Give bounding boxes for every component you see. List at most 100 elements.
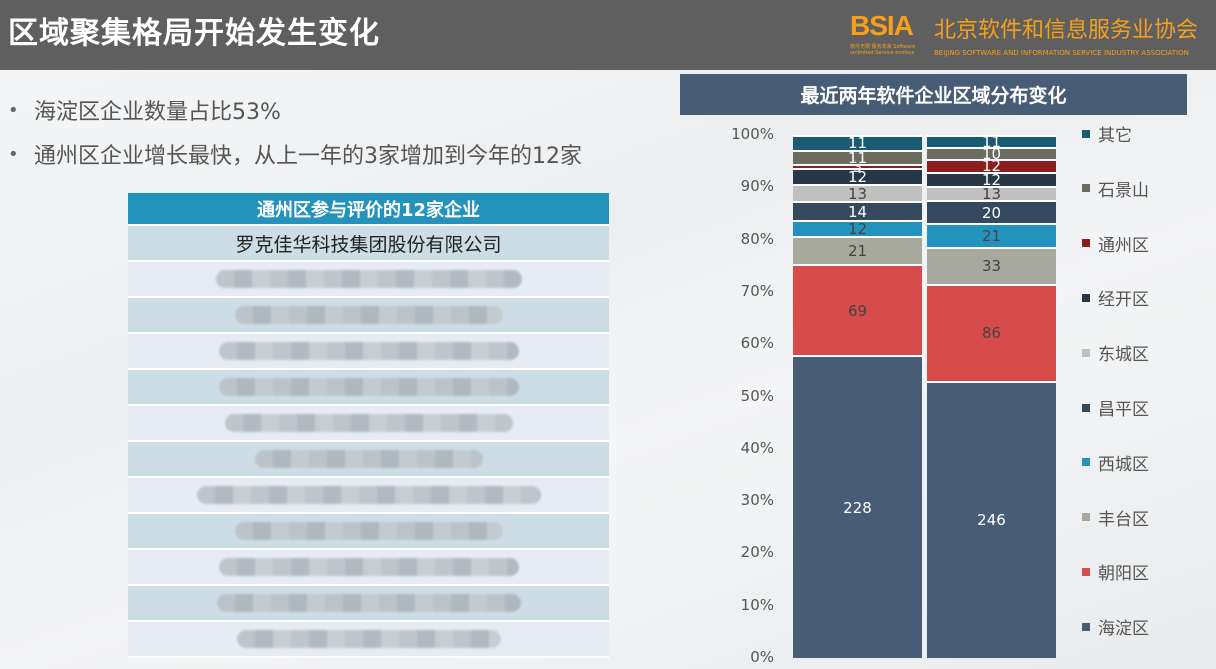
bar-segment: 228: [793, 355, 922, 658]
legend-label: 西城区: [1098, 454, 1149, 475]
legend-label: 昌平区: [1098, 400, 1149, 420]
bullet-dot-icon: •: [8, 143, 19, 165]
bullet-dot-icon: •: [8, 99, 19, 121]
bar-segment: 12: [793, 168, 922, 185]
bar-segment: 12: [793, 219, 922, 238]
data-label: 246: [977, 511, 1006, 530]
data-label: 20: [981, 203, 1002, 222]
logo-name-en: BEIJING SOFTWARE AND INFORMATION SERVICE…: [934, 49, 1189, 57]
bar-segment: 11: [927, 133, 1056, 152]
bar-segment: 21: [793, 235, 922, 264]
legend-label: 通州区: [1098, 235, 1149, 256]
legend-item: 昌平区: [1082, 395, 1149, 420]
legend-label: 石景山: [1098, 180, 1149, 201]
y-axis-tick: 10%: [740, 595, 774, 614]
data-label: 13: [847, 184, 868, 203]
legend-label: 海淀区: [1098, 619, 1149, 640]
legend-item: 西城区: [1082, 450, 1149, 475]
y-axis-tick: 40%: [740, 438, 774, 457]
table-row: [128, 298, 609, 334]
table-body: 罗克佳华科技集团股份有限公司: [128, 226, 609, 658]
bar-segment: 21: [927, 222, 1056, 247]
bar-上一年: 228 69 21 12 14 13 12 3 11 11: [793, 135, 922, 658]
data-label: 14: [847, 202, 868, 221]
legend-item: 海淀区: [1082, 614, 1149, 639]
table-row: [128, 370, 609, 406]
legend-swatch-icon: [1082, 293, 1090, 302]
bar-segment: 12: [927, 157, 1056, 176]
legend-item: 朝阳区: [1082, 559, 1149, 584]
table-row: [128, 514, 609, 550]
bar-segment: 69: [793, 263, 922, 356]
table-row: 罗克佳华科技集团股份有限公司: [128, 226, 609, 262]
y-axis-tick: 80%: [740, 229, 774, 248]
legend-swatch-icon: [1082, 622, 1090, 631]
data-label: 86: [981, 324, 1002, 343]
title-bar: 区域聚集格局开始发生变化 BSIA 软件无限 服务未来 Software unl…: [0, 0, 1216, 70]
legend-swatch-icon: [1082, 513, 1090, 522]
bar-segment: 33: [927, 246, 1056, 284]
legend-item: 东城区: [1082, 340, 1149, 365]
data-label: 21: [981, 226, 1002, 245]
legend-item: 石景山: [1082, 176, 1149, 201]
table-row: [128, 442, 609, 478]
data-label: 33: [981, 257, 1002, 276]
y-axis-tick: 50%: [740, 386, 774, 405]
data-label: 11: [981, 133, 1002, 152]
data-label: 12: [847, 219, 868, 238]
legend-label: 东城区: [1098, 345, 1149, 366]
legend-item: 丰台区: [1082, 505, 1149, 530]
redacted-company-name: [216, 594, 521, 612]
bullet-item: • 海淀区企业数量占比53%: [8, 88, 582, 132]
bar-segment: 11: [793, 149, 922, 165]
redacted-company-name: [234, 306, 503, 324]
legend-swatch-icon: [1082, 458, 1090, 467]
bar-segment: 11: [793, 135, 922, 151]
bar-segment: 20: [927, 200, 1056, 223]
y-axis-tick: 70%: [740, 281, 774, 300]
y-axis-tick: 0%: [750, 648, 774, 666]
redacted-company-name: [215, 270, 522, 288]
table-row: [128, 334, 609, 370]
table-row: [128, 550, 609, 586]
data-label: 12: [981, 157, 1002, 176]
legend-swatch-icon: [1082, 184, 1090, 193]
bar-今年: 246 86 33 21 20 13 12 12 10 11: [927, 135, 1056, 658]
y-axis-tick: 90%: [740, 177, 774, 196]
legend-swatch-icon: [1082, 403, 1090, 412]
tongzhou-companies-table: 通州区参与评价的12家企业 罗克佳华科技集团股份有限公司: [128, 193, 609, 658]
table-row: [128, 622, 609, 658]
bar-segment: 13: [927, 185, 1056, 204]
data-label: 21: [847, 241, 868, 260]
legend-label: 其它: [1098, 126, 1132, 146]
bar-segment: 14: [793, 201, 922, 220]
legend-swatch-icon: [1082, 567, 1090, 576]
data-label: 12: [981, 170, 1002, 189]
legend-swatch-icon: [1082, 239, 1090, 248]
bullet-item: • 通州区企业增长最快，从上一年的3家增加到今年的12家: [8, 132, 582, 176]
legend-label: 经开区: [1098, 290, 1149, 311]
company-name: 罗克佳华科技集团股份有限公司: [235, 233, 502, 256]
redacted-company-name: [218, 342, 519, 360]
data-label: 10: [981, 145, 1002, 164]
redacted-company-name: [234, 522, 503, 540]
bullet-list: • 海淀区企业数量占比53% • 通州区企业增长最快，从上一年的3家增加到今年的…: [8, 88, 582, 176]
legend-swatch-icon: [1082, 348, 1090, 357]
table-header: 通州区参与评价的12家企业: [128, 193, 609, 226]
legend-item: 经开区: [1082, 285, 1149, 310]
legend-item: 其它: [1082, 121, 1132, 146]
logo-mark: BSIA: [850, 10, 914, 41]
y-axis-tick: 60%: [740, 334, 774, 353]
bar-segment: 3: [793, 160, 922, 175]
bar-segment: 13: [793, 184, 922, 203]
redacted-company-name: [218, 378, 519, 396]
bullet-text: 通州区企业增长最快，从上一年的3家增加到今年的12家: [34, 144, 582, 169]
data-label: 13: [981, 185, 1002, 204]
page-title: 区域聚集格局开始发生变化: [8, 16, 380, 51]
y-axis-tick: 20%: [740, 543, 774, 562]
y-axis-tick: 100%: [731, 125, 774, 143]
data-label: 228: [843, 498, 872, 517]
legend-item: 通州区: [1082, 231, 1149, 256]
table-row: [128, 586, 609, 622]
logo-tagline: 软件无限 服务未来 Software unlimited Service end…: [850, 44, 916, 56]
